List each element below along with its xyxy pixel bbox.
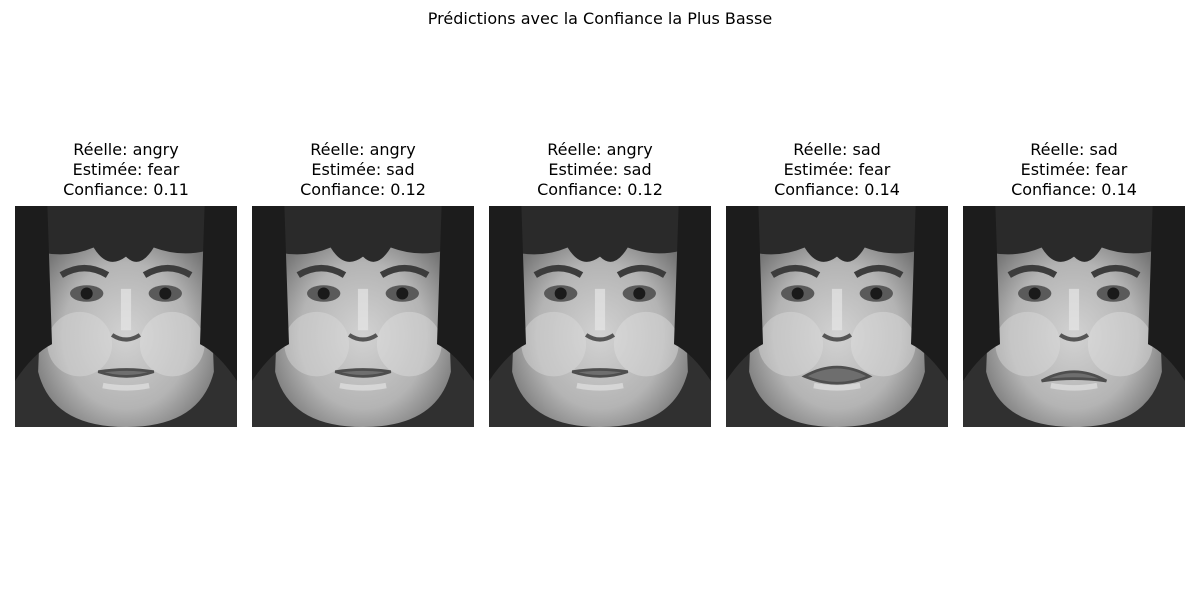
left-pupil	[317, 287, 330, 300]
nostrils	[110, 333, 142, 342]
nostrils	[821, 333, 853, 342]
face-panel-1: Réelle: angry Estimée: fear Confiance: 0…	[15, 140, 237, 428]
left-hair	[15, 206, 52, 381]
face-image	[489, 206, 711, 427]
nostrils	[347, 333, 379, 342]
confidence-label: Confiance: 0.14	[774, 180, 900, 199]
left-brow	[1007, 264, 1058, 278]
right-hair	[911, 206, 948, 381]
bangs	[498, 206, 702, 262]
panel-title: Réelle: sad Estimée: fear Confiance: 0.1…	[716, 140, 958, 200]
left-cheek	[995, 311, 1061, 377]
mouth	[1040, 370, 1108, 383]
right-pupil	[870, 287, 883, 300]
left-pupil	[1028, 287, 1041, 300]
estimated-label: Estimée: fear	[72, 160, 180, 179]
panel-title: Réelle: angry Estimée: fear Confiance: 0…	[5, 140, 247, 200]
left-cheek	[758, 311, 824, 377]
face-image	[726, 206, 948, 427]
chin-highlight	[813, 382, 861, 391]
figure-title: Prédictions avec la Confiance la Plus Ba…	[427, 9, 773, 28]
mouth	[97, 368, 155, 378]
right-brow	[142, 264, 193, 278]
face-image	[15, 206, 237, 427]
left-pupil	[554, 287, 567, 300]
bangs	[972, 206, 1176, 262]
left-cheek	[47, 311, 113, 377]
mouth	[801, 365, 873, 385]
chin-highlight	[102, 382, 150, 391]
left-cheek	[521, 311, 587, 377]
estimated-label: Estimée: sad	[548, 160, 652, 179]
right-cheek	[1087, 311, 1153, 377]
right-brow	[1090, 264, 1141, 278]
nostrils	[1058, 333, 1090, 342]
left-hair	[252, 206, 289, 381]
face-panel-4: Réelle: sad Estimée: fear Confiance: 0.1…	[726, 140, 948, 428]
real-label: Réelle: sad	[1030, 140, 1118, 159]
left-pupil	[791, 287, 804, 300]
left-pupil	[80, 287, 93, 300]
left-cheek	[284, 311, 350, 377]
confidence-label: Confiance: 0.12	[300, 180, 426, 199]
real-label: Réelle: angry	[73, 140, 179, 159]
face-image	[963, 206, 1185, 427]
chin-highlight	[1050, 382, 1098, 391]
left-hair	[489, 206, 526, 381]
left-brow	[59, 264, 110, 278]
panel-title: Réelle: angry Estimée: sad Confiance: 0.…	[479, 140, 721, 200]
face-panel-3: Réelle: angry Estimée: sad Confiance: 0.…	[489, 140, 711, 428]
right-cheek	[376, 311, 442, 377]
right-pupil	[633, 287, 646, 300]
right-pupil	[1107, 287, 1120, 300]
panel-title: Réelle: angry Estimée: sad Confiance: 0.…	[242, 140, 484, 200]
panel-title: Réelle: sad Estimée: fear Confiance: 0.1…	[953, 140, 1195, 200]
left-hair	[963, 206, 1000, 381]
right-hair	[200, 206, 237, 381]
right-hair	[674, 206, 711, 381]
estimated-label: Estimée: sad	[311, 160, 415, 179]
face-panel-2: Réelle: angry Estimée: sad Confiance: 0.…	[252, 140, 474, 428]
real-label: Réelle: angry	[310, 140, 416, 159]
chin-highlight	[576, 382, 624, 391]
estimated-label: Estimée: fear	[1020, 160, 1128, 179]
right-brow	[379, 264, 430, 278]
right-hair	[437, 206, 474, 381]
right-brow	[616, 264, 667, 278]
right-cheek	[850, 311, 916, 377]
left-brow	[296, 264, 347, 278]
left-brow	[770, 264, 821, 278]
left-hair	[726, 206, 763, 381]
confidence-label: Confiance: 0.11	[63, 180, 189, 199]
confidence-label: Confiance: 0.12	[537, 180, 663, 199]
right-pupil	[396, 287, 409, 300]
right-cheek	[139, 311, 205, 377]
bangs	[24, 206, 228, 262]
real-label: Réelle: sad	[793, 140, 881, 159]
nostrils	[584, 333, 616, 342]
right-cheek	[613, 311, 679, 377]
right-brow	[853, 264, 904, 278]
estimated-label: Estimée: fear	[783, 160, 891, 179]
mouth	[334, 368, 392, 378]
mouth	[571, 368, 629, 378]
bangs	[735, 206, 939, 262]
real-label: Réelle: angry	[547, 140, 653, 159]
confidence-label: Confiance: 0.14	[1011, 180, 1137, 199]
chin-highlight	[339, 382, 387, 391]
face-panel-5: Réelle: sad Estimée: fear Confiance: 0.1…	[963, 140, 1185, 428]
left-brow	[533, 264, 584, 278]
right-hair	[1148, 206, 1185, 381]
right-pupil	[159, 287, 172, 300]
bangs	[261, 206, 465, 262]
face-image	[252, 206, 474, 427]
